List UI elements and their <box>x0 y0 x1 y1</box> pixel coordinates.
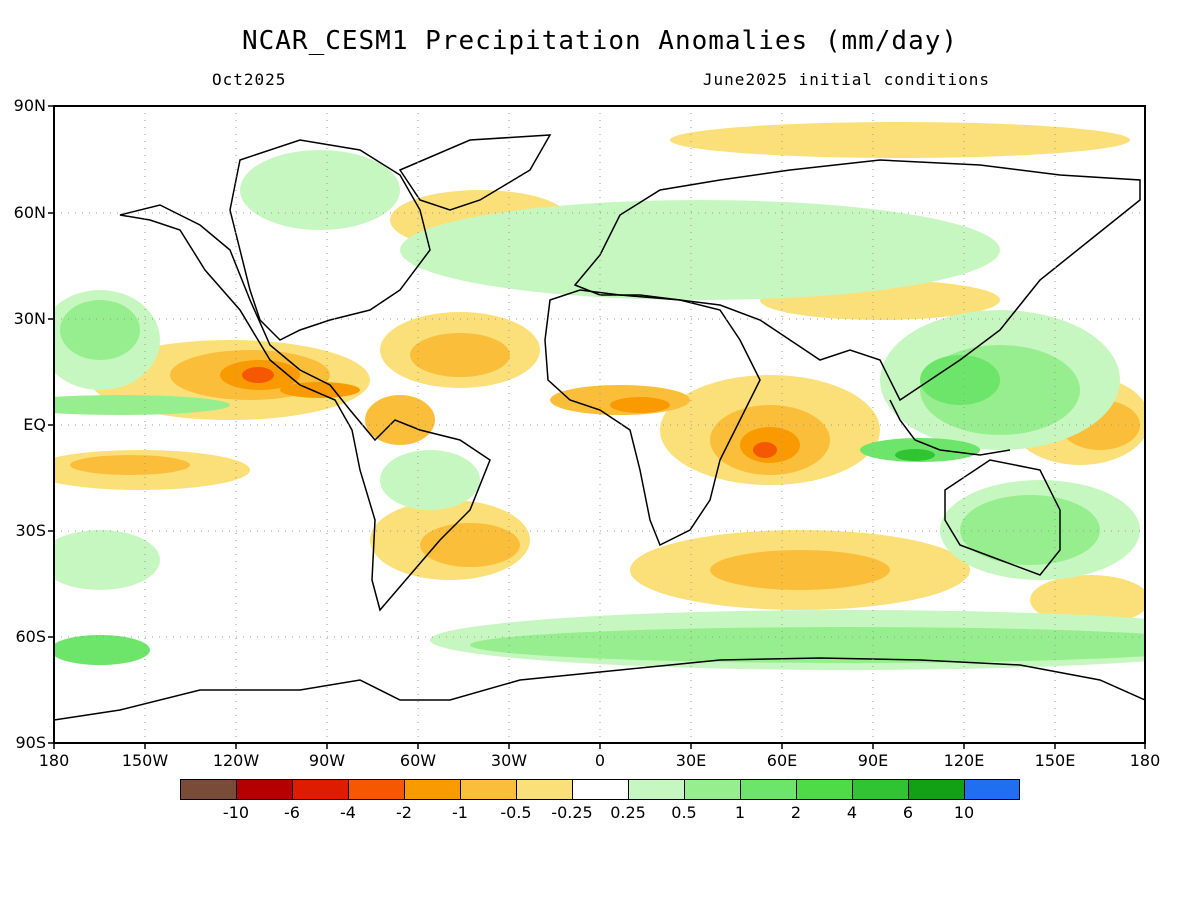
colorbar-label: 2 <box>790 803 802 822</box>
colorbar-label: -1 <box>452 803 468 822</box>
lon-label-150w: 150W <box>121 751 169 770</box>
initial-conditions: June2025 initial conditions <box>702 70 990 89</box>
lon-label-180w: 180 <box>38 751 70 770</box>
colorbar-label: -6 <box>284 803 300 822</box>
colorbar-box-10 <box>684 779 741 800</box>
colorbar-box-14 <box>908 779 965 800</box>
colorbar-box-6 <box>460 779 517 800</box>
colorbar-label: 0.5 <box>671 803 697 822</box>
colorbar-box-12 <box>796 779 853 800</box>
colorbar-box-4 <box>348 779 405 800</box>
anomaly-shading <box>54 122 1145 670</box>
lat-label-60n: 60N <box>13 203 46 222</box>
colorbar-label: -0.25 <box>551 803 593 822</box>
lat-label-eq: EQ <box>23 415 46 434</box>
lat-label-30n: 30N <box>13 309 46 328</box>
colorbar-label: -10 <box>222 803 250 822</box>
lon-label-30w: 30W <box>490 751 528 770</box>
axis-ticks <box>48 105 1146 749</box>
colorbar-label: 4 <box>846 803 858 822</box>
map-title: NCAR_CESM1 Precipitation Anomalies (mm/d… <box>241 26 959 56</box>
forecast-month: Oct2025 <box>212 70 287 89</box>
lat-label-90n: 90N <box>13 96 46 115</box>
colorbar-box-11 <box>740 779 797 800</box>
lon-label-60e: 60E <box>766 751 798 770</box>
colorbar-box-3 <box>292 779 349 800</box>
lon-label-120w: 120W <box>212 751 260 770</box>
colorbar-label: 1 <box>734 803 746 822</box>
colorbar-label: 10 <box>953 803 975 822</box>
lon-label-120e: 120E <box>943 751 985 770</box>
lat-label-30s: 30S <box>15 521 46 540</box>
colorbar-label: -0.5 <box>500 803 532 822</box>
colorbar-box-15 <box>964 779 1020 800</box>
colorbar-box-5 <box>404 779 461 800</box>
lat-label-60s: 60S <box>15 627 46 646</box>
lon-label-60w: 60W <box>399 751 437 770</box>
colorbar-label: 0.25 <box>610 803 646 822</box>
coastlines <box>54 134 1145 721</box>
colorbar-box-2 <box>236 779 293 800</box>
lat-label-90s: 90S <box>15 733 46 752</box>
colorbar-box-9 <box>628 779 685 800</box>
lon-label-90e: 90E <box>857 751 889 770</box>
lon-label-180e: 180 <box>1129 751 1161 770</box>
lon-label-30e: 30E <box>675 751 707 770</box>
colorbar-box-13 <box>852 779 909 800</box>
colorbar-label: -4 <box>340 803 356 822</box>
colorbar-box-7 <box>516 779 573 800</box>
colorbar-label: -2 <box>396 803 412 822</box>
lon-label-0: 0 <box>594 751 606 770</box>
lon-label-90w: 90W <box>308 751 346 770</box>
colorbar-box-1 <box>180 779 237 800</box>
colorbar-label: 6 <box>902 803 914 822</box>
colorbar-box-8 <box>572 779 629 800</box>
lon-label-150e: 150E <box>1034 751 1076 770</box>
